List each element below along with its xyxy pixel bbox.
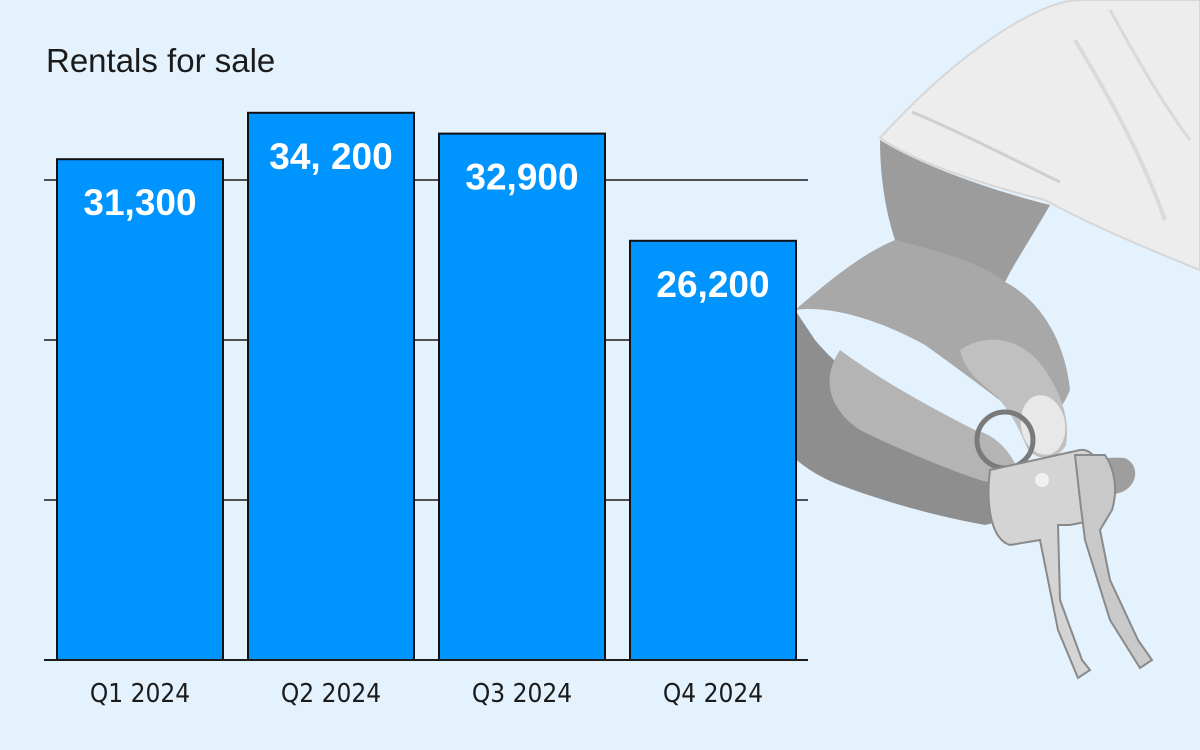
- x-axis-tick-labels: Q1 2024 Q2 2024 Q3 2024 Q4 2024: [90, 679, 763, 709]
- x-tick-label: Q1 2024: [90, 679, 190, 709]
- chart-title: Rentals for sale: [46, 42, 275, 79]
- hand-holding-keys-icon: [759, 0, 1200, 680]
- bar: [438, 132, 606, 662]
- bar-value-label: 34, 200: [269, 136, 392, 177]
- bar-value-label: 26,200: [656, 264, 769, 305]
- bar-value-label: 32,900: [465, 157, 578, 198]
- data-labels: 31,300 34, 200 32,900 26,200: [83, 136, 769, 305]
- x-tick-label: Q4 2024: [663, 679, 763, 709]
- bar-value-label: 31,300: [83, 182, 196, 223]
- bar: [247, 111, 415, 662]
- bar: [56, 158, 224, 661]
- bars: [56, 111, 797, 662]
- x-tick-label: Q3 2024: [472, 679, 572, 709]
- x-tick-label: Q2 2024: [281, 679, 381, 709]
